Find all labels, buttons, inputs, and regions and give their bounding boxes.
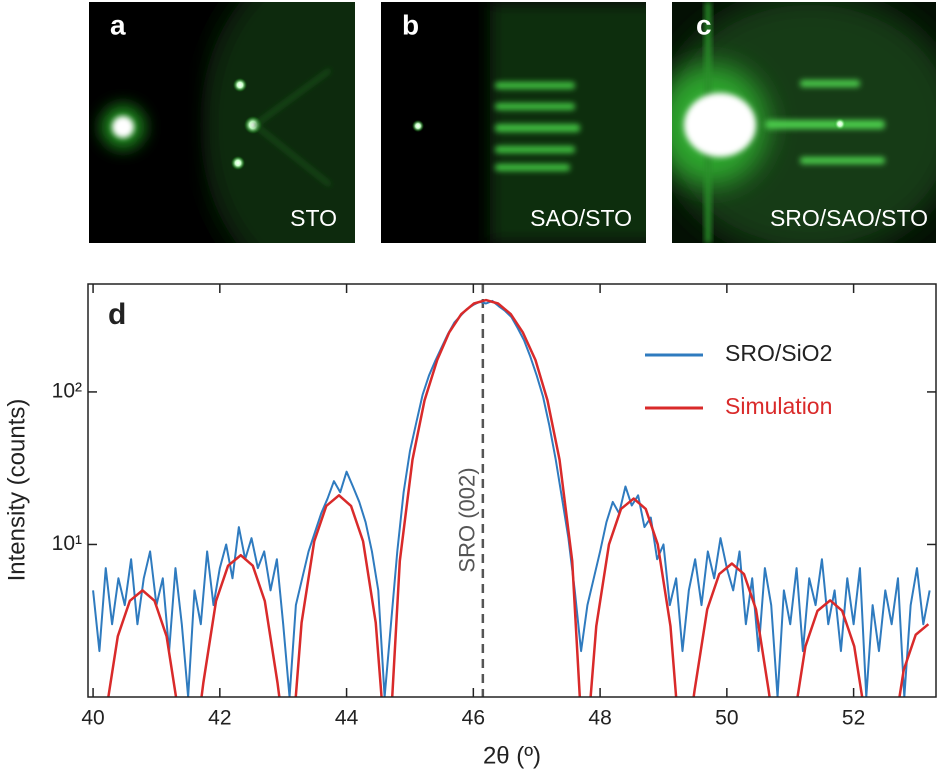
rheed-image-c bbox=[672, 2, 936, 243]
x-tick-label: 40 bbox=[81, 707, 104, 730]
panel-caption: SRO/SAO/STO bbox=[770, 205, 928, 231]
x-tick-label: 44 bbox=[335, 707, 359, 730]
x-tick-label: 42 bbox=[208, 707, 231, 730]
x-tick-label: 48 bbox=[588, 707, 611, 730]
x-axis-title: 2θ (º) bbox=[483, 742, 541, 769]
series-layer bbox=[92, 284, 931, 697]
data-line bbox=[107, 298, 930, 697]
x-tick-label: 52 bbox=[842, 707, 865, 730]
panel-label: b bbox=[402, 9, 419, 40]
annotation: SRO (002) bbox=[455, 467, 480, 572]
panel-caption: SAO/STO bbox=[530, 205, 632, 231]
panel-label: d bbox=[108, 298, 126, 331]
plot-frame bbox=[87, 283, 937, 698]
rheed-image-b bbox=[381, 2, 646, 243]
legend-label: Simulation bbox=[725, 393, 832, 419]
x-tick-label: 46 bbox=[462, 707, 485, 730]
y-axis-title: Intensity (counts) bbox=[3, 399, 30, 582]
plot-area: SRO (002) 40 42 44 46 48 50 52 10¹ 10² SRO/SiO2 Sim… bbox=[52, 283, 937, 730]
y-tick-label: 10² bbox=[52, 379, 82, 402]
panel-label: a bbox=[110, 9, 126, 40]
legend-label: SRO/SiO2 bbox=[725, 340, 832, 366]
y-tick-label: 10¹ bbox=[52, 532, 82, 555]
rheed-image-a bbox=[89, 2, 355, 243]
panel-caption: STO bbox=[290, 205, 337, 231]
panel-label: c bbox=[696, 9, 712, 40]
x-tick-label: 50 bbox=[715, 707, 738, 730]
